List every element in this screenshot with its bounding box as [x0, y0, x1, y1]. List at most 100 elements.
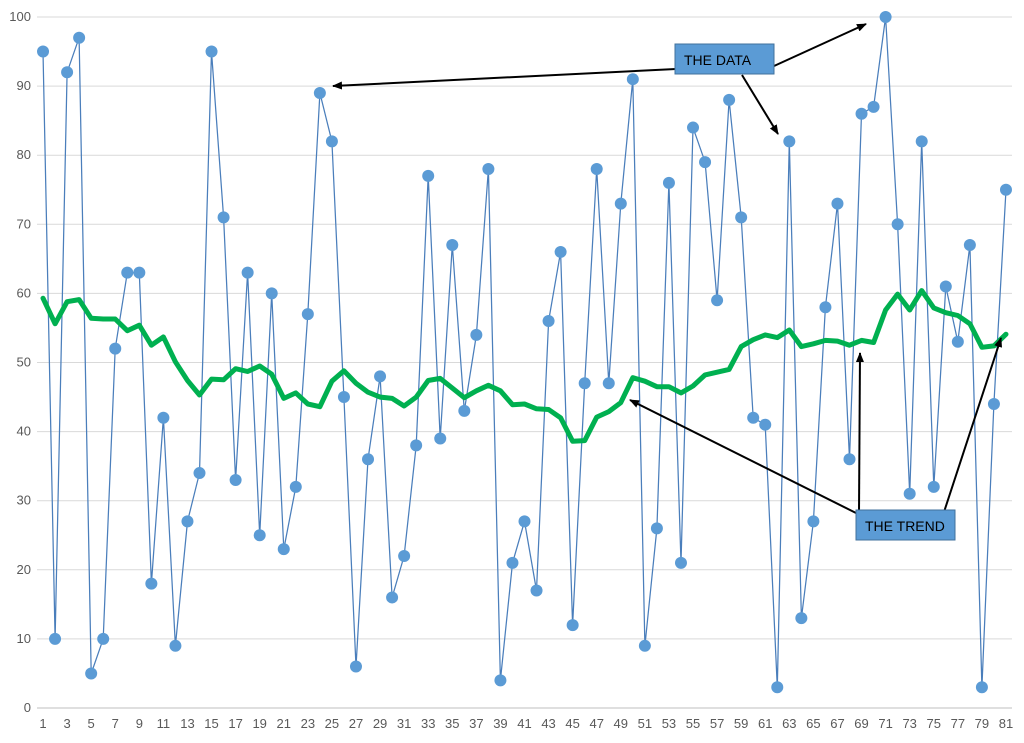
data-point — [879, 11, 892, 23]
y-axis-tick-labels: 0 10 20 30 40 50 60 70 80 90 100 — [9, 9, 31, 715]
data-point — [626, 73, 639, 86]
arrow-to-point-24 — [332, 68, 677, 90]
x-tick-label: 79 — [975, 716, 989, 731]
x-tick-label: 33 — [421, 716, 435, 731]
data-point — [241, 266, 254, 279]
data-point — [109, 342, 122, 355]
x-tick-label: 47 — [589, 716, 603, 731]
x-tick-label: 45 — [565, 716, 579, 731]
data-point — [747, 411, 760, 424]
data-point — [265, 287, 278, 300]
data-point — [121, 266, 134, 279]
data-point — [831, 197, 844, 210]
x-tick-label: 57 — [710, 716, 724, 731]
data-point — [49, 632, 62, 645]
data-point — [193, 467, 206, 480]
y-tick-label: 50 — [17, 355, 31, 370]
data-point — [783, 135, 796, 148]
data-point — [205, 45, 218, 58]
data-point — [374, 370, 387, 383]
data-point — [903, 487, 916, 500]
data-point — [578, 377, 591, 390]
x-tick-label: 1 — [39, 716, 46, 731]
x-tick-label: 19 — [252, 716, 266, 731]
x-tick-label: 5 — [88, 716, 95, 731]
data-point — [506, 556, 519, 569]
x-tick-label: 21 — [277, 716, 291, 731]
data-point — [181, 515, 194, 528]
trend-callout-label: THE TREND — [865, 518, 945, 534]
data-point — [855, 107, 868, 120]
data-point — [289, 480, 302, 493]
x-tick-label: 23 — [301, 716, 315, 731]
x-tick-label: 73 — [902, 716, 916, 731]
arrow-to-trend-69 — [855, 352, 864, 513]
data-point — [349, 660, 362, 673]
data-point — [362, 453, 375, 466]
data-point — [422, 169, 435, 182]
data-point — [674, 556, 687, 569]
x-tick-label: 31 — [397, 716, 411, 731]
x-tick-label: 53 — [662, 716, 676, 731]
arrow-to-trend-50 — [629, 399, 857, 514]
data-callout-box — [674, 43, 775, 75]
x-tick-label: 61 — [758, 716, 772, 731]
data-point — [771, 681, 784, 694]
data-point — [157, 411, 170, 424]
x-tick-label: 65 — [806, 716, 820, 731]
trend-callout: THE TREND — [855, 509, 956, 541]
data-point — [301, 308, 314, 321]
data-point — [795, 612, 808, 625]
y-tick-label: 80 — [17, 147, 31, 162]
data-point — [313, 87, 326, 100]
data-point — [337, 391, 350, 404]
x-tick-label: 77 — [951, 716, 965, 731]
data-point — [891, 218, 904, 231]
data-point — [277, 543, 290, 556]
x-tick-label: 67 — [830, 716, 844, 731]
data-point — [410, 439, 423, 452]
data-point — [662, 176, 675, 189]
y-tick-label: 90 — [17, 78, 31, 93]
x-tick-label: 25 — [325, 716, 339, 731]
data-point — [759, 418, 772, 431]
x-axis-tick-labels: 1 3 5 7 9 11 13 15 17 19 21 23 25 27 29 31 33 35 37 39 41 43 4… — [39, 716, 1013, 731]
data-point — [963, 239, 976, 252]
data-callout: THE DATA — [674, 43, 775, 75]
x-tick-label: 71 — [878, 716, 892, 731]
y-tick-label: 60 — [17, 285, 31, 300]
data-series — [37, 11, 1012, 694]
x-tick-label: 69 — [854, 716, 868, 731]
x-tick-label: 11 — [157, 716, 171, 731]
data-point — [999, 183, 1012, 196]
data-point — [133, 266, 146, 279]
data-point — [638, 639, 651, 652]
data-point — [458, 404, 471, 417]
y-tick-label: 70 — [17, 216, 31, 231]
y-tick-label: 100 — [9, 9, 31, 24]
data-point — [602, 377, 615, 390]
gridlines — [37, 16, 1012, 709]
x-tick-label: 17 — [228, 716, 242, 731]
data-point — [530, 584, 543, 597]
data-point — [843, 453, 856, 466]
data-point — [97, 632, 110, 645]
trend-series-line — [40, 288, 1009, 444]
data-point — [217, 211, 230, 224]
x-tick-label: 7 — [112, 716, 119, 731]
data-point — [85, 667, 98, 680]
y-tick-label: 20 — [17, 562, 31, 577]
data-point — [711, 294, 724, 307]
x-tick-label: 3 — [63, 716, 70, 731]
data-point — [398, 549, 411, 562]
x-tick-label: 15 — [204, 716, 218, 731]
arrow-to-point-71 — [773, 23, 867, 67]
x-tick-label: 51 — [638, 716, 652, 731]
data-point — [73, 31, 86, 44]
data-point — [145, 577, 158, 590]
arrow-to-trend-81 — [943, 337, 1002, 513]
data-point — [566, 619, 579, 632]
x-tick-label: 43 — [541, 716, 555, 731]
trend-series — [40, 288, 1009, 444]
